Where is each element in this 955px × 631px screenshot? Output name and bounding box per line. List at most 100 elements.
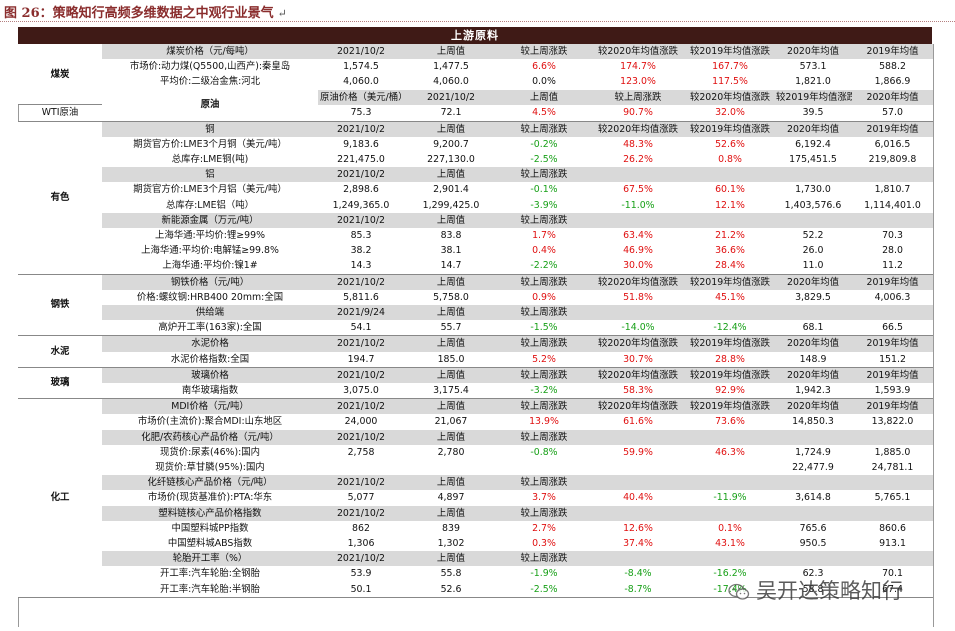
category-label: 原油 [102,89,318,122]
vs-2019-change-cell: 0.1% [718,522,742,534]
vs-2019-change-cell [686,460,774,475]
vs-2020-change-cell: 59.9% [623,446,653,458]
weekly-change-cell: -0.1% [530,184,558,196]
avg-2019-cell: 860.6 [879,522,906,534]
previous-value-cell: 上周值 [404,551,498,567]
previous-value-cell: 上周值 [404,44,498,60]
avg-2019-cell [852,475,933,491]
vs-2020-change-cell [590,429,686,445]
category-label: 化工 [18,398,102,598]
table-row: 市场价(现货基准价):PTA:华东 5,077 4,897 3.7% 40.4% -11.… [18,490,933,505]
vs-2020-change-cell: 较2020年均值涨跌 [686,89,774,105]
avg-2020-cell: 3,614.8 [795,492,831,504]
indicator-name-cell: 塑料链核心产品价格指数 [102,505,318,521]
avg-2019-cell [852,167,933,183]
previous-value-cell: 上周值 [404,121,498,137]
weekly-change-cell: -2.5% [498,581,590,598]
current-value-cell: 75.3 [318,104,404,122]
table-row: 上海华通:平均价:锂≥99% 85.3 83.8 1.7% 63.4% 21.2% 52.2… [18,228,933,243]
indicator-name-cell: 现货价:尿素(46%):国内 [159,446,261,458]
avg-2019-cell: 70.3 [882,229,903,241]
table-row: 南华玻璃指数 3,075.0 3,175.4 -3.2% 58.3% 92.9% 1,942… [18,382,933,400]
indicator-name-cell: 上海华通:平均价:电解锰≥99.8% [141,245,279,257]
category-label: 煤炭 [18,44,102,106]
indicator-name-cell: 开工率:汽车轮胎:全钢胎 [159,568,261,580]
indicator-name-cell: 期货官方价:LME3个月铜（美元/吨） [133,138,287,150]
avg-2020-cell: 3,829.5 [795,291,831,303]
previous-value-cell: 2,780 [437,446,465,458]
weekly-change-cell: 较上周涨跌 [498,551,590,567]
previous-value-cell: 上周值 [404,212,498,228]
previous-value-cell: 上周值 [498,89,590,105]
weekly-change-cell: -1.5% [498,320,590,337]
current-value-cell: 2021/10/2 [318,398,404,415]
vs-2019-change-cell: 117.5% [712,76,748,88]
previous-value-cell: 839 [442,522,460,534]
current-value-cell: 54.1 [318,320,404,337]
current-value-cell: 2021/10/2 [318,121,404,137]
table-row: 开工率:汽车轮胎:半钢胎 50.1 52.6 -2.5% -8.7% -17.4% 58.8… [18,581,933,598]
weekly-change-cell: 1.7% [532,229,556,241]
previous-value-cell: 55.8 [440,568,462,580]
vs-2020-change-cell: 46.9% [623,245,653,257]
weekly-change-cell: 13.9% [529,416,559,428]
table-row: 市场价:动力煤(Q5500,山西产):秦皇岛 1,574.5 1,477.5 6.6%… [18,59,933,74]
vs-2019-change-cell: 较2019年均值涨跌 [686,44,774,60]
category-label: 玻璃 [18,367,102,400]
vs-2020-change-cell: 较2020年均值涨跌 [590,274,686,290]
current-value-cell: 5,811.6 [343,291,379,303]
weekly-change-cell: -0.2% [530,138,558,150]
avg-2020-cell: 22,477.9 [792,461,834,473]
current-value-cell: 221,475.0 [337,153,385,165]
vs-2019-change-cell [686,304,774,321]
vs-2019-change-cell [686,429,774,445]
current-value-cell [318,460,404,475]
avg-2019-cell [852,505,933,521]
vs-2019-change-cell: 45.1% [715,291,745,303]
avg-2020-cell: 52.2 [802,229,824,241]
table-row: 高炉开工率(163家):全国 54.1 55.7 -1.5% -14.0% -12.4% 6… [18,320,933,337]
avg-2019-cell: 151.2 [852,351,933,368]
previous-value-cell: 5,758.0 [433,291,469,303]
indicator-name-cell: 水泥价格 [102,335,318,352]
vs-2019-change-cell: 较2019年均值涨跌 [686,274,774,290]
vs-2019-change-cell: 28.4% [686,258,774,275]
previous-value-cell: 上周值 [404,167,498,183]
avg-2019-cell: 67.4 [852,581,933,598]
current-value-cell: 2021/10/2 [404,89,498,105]
avg-2020-cell [774,505,852,521]
weekly-change-cell: 0.3% [532,538,556,549]
avg-2019-cell: 28.0 [882,245,903,257]
vs-2019-change-cell: 36.6% [715,245,745,257]
indicator-name-cell: 高炉开工率(163家):全国 [102,320,318,337]
weekly-change-cell: 较上周涨跌 [498,429,590,445]
current-value-cell: 1,574.5 [343,61,379,73]
current-value-cell: 4,060.0 [343,76,379,88]
weekly-change-cell: 较上周涨跌 [498,475,590,491]
current-value-cell: 2021/10/2 [318,551,404,567]
weekly-change-cell: 0.9% [532,291,556,303]
avg-2019-cell: 11.2 [852,258,933,275]
indicator-name-cell: 价格:螺纹钢:HRB400 20mm:全国 [136,291,284,303]
avg-2020-cell: 39.5 [774,104,852,122]
current-value-cell: 2,758 [347,446,375,458]
previous-value-cell: 1,477.5 [433,61,469,73]
vs-2020-change-cell: 12.6% [623,522,653,534]
indicator-name-cell: 上海华通:平均价:镍1# [102,258,318,275]
vs-2019-change-cell: 167.7% [712,61,748,73]
vs-2019-change-cell: 较2019年均值涨跌 [774,89,852,105]
weekly-change-cell [498,460,590,475]
avg-2019-cell: 6,016.5 [874,138,911,150]
weekly-change-cell: -0.8% [530,446,558,458]
vs-2019-change-cell: -12.4% [686,320,774,337]
current-value-cell: 53.9 [350,568,372,580]
avg-2020-cell: 2020年均值 [774,121,852,137]
vs-2020-change-cell [590,212,686,228]
current-value-cell: 5,077 [347,492,375,504]
indicator-name-cell: 水泥价格指数:全国 [102,351,318,368]
previous-value-cell: 14.7 [404,258,498,275]
avg-2020-cell: 1,942.3 [774,382,852,400]
indicator-name-cell: 煤炭价格（元/每吨） [102,44,318,60]
table-row: WTI原油 75.3 72.1 4.5% 90.7% 32.0% 39.5 57.0 [18,104,933,122]
table-header-row: 玻璃 玻璃价格 2021/10/2 上周值 较上周涨跌 较2020年均值涨跌 较2019年均… [18,367,933,400]
